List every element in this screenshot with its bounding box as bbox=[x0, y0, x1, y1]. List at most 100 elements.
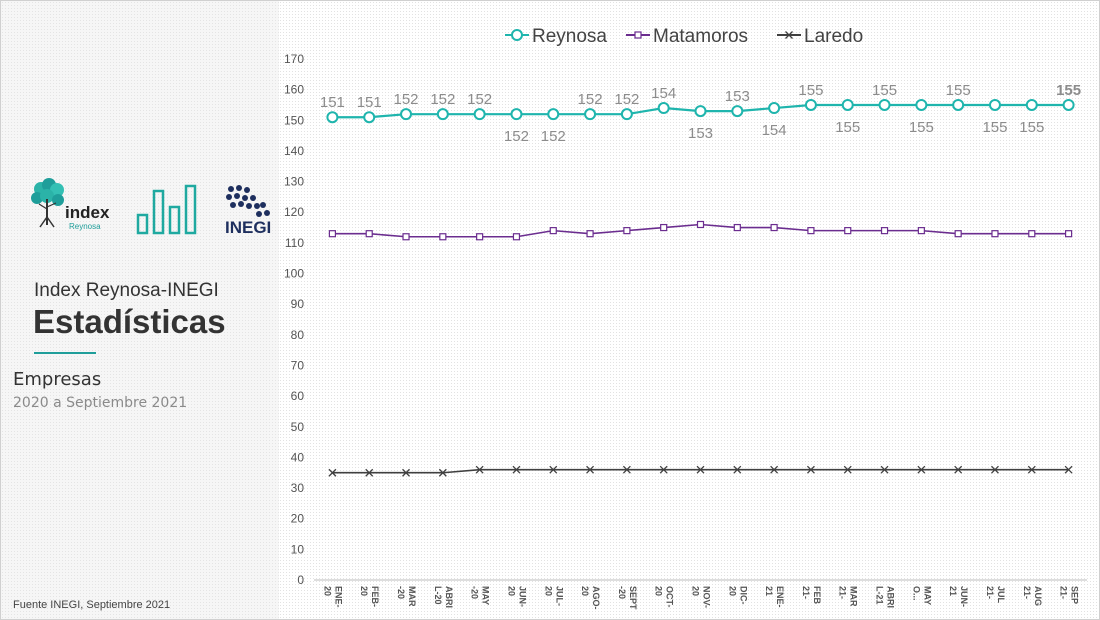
bar-chart-icon bbox=[136, 184, 197, 235]
data-point bbox=[917, 465, 926, 474]
y-tick-label: 50 bbox=[291, 420, 305, 434]
inegi-logo: INEGI bbox=[225, 185, 271, 237]
data-point bbox=[473, 108, 486, 121]
x-tick-label-line1: DIC- bbox=[738, 586, 748, 605]
y-tick-label: 100 bbox=[284, 267, 304, 281]
data-label: 152 bbox=[578, 91, 603, 108]
x-tick-label-line2: -20 bbox=[396, 586, 406, 599]
data-point bbox=[768, 102, 781, 115]
data-point bbox=[843, 465, 852, 474]
data-point bbox=[512, 233, 521, 241]
data-point bbox=[326, 111, 339, 124]
data-point bbox=[988, 98, 1001, 111]
x-tick-label: MAY-20 bbox=[470, 586, 491, 605]
data-label: 155 bbox=[982, 119, 1007, 136]
x-tick-label: JUN-21 bbox=[948, 586, 969, 607]
data-point bbox=[476, 233, 484, 241]
data-point bbox=[400, 108, 413, 121]
tree-icon bbox=[31, 178, 64, 228]
y-tick-label: 160 bbox=[284, 83, 304, 97]
x-tick-label-line2: 20 bbox=[654, 586, 664, 596]
data-point bbox=[512, 465, 521, 474]
y-tick-label: 20 bbox=[291, 512, 305, 526]
title-underline bbox=[34, 352, 96, 354]
data-point bbox=[438, 468, 447, 477]
y-tick-label: 60 bbox=[291, 389, 305, 403]
data-point bbox=[844, 227, 852, 235]
data-point bbox=[547, 108, 560, 121]
x-tick-label: SEPT-20 bbox=[617, 586, 638, 610]
y-tick-label: 80 bbox=[291, 328, 305, 342]
x-tick-label-line1: SEPT bbox=[628, 586, 638, 610]
x-tick-label-line2: O... bbox=[911, 586, 921, 601]
data-point bbox=[549, 227, 557, 235]
data-point bbox=[436, 108, 449, 121]
data-point bbox=[804, 98, 817, 111]
data-point bbox=[549, 465, 558, 474]
data-point bbox=[770, 465, 779, 474]
x-tick-label-line1: JUN- bbox=[959, 586, 969, 607]
legend-label-reynosa: Reynosa bbox=[532, 26, 607, 47]
x-tick-label-line1: ABRI bbox=[886, 586, 896, 608]
data-point bbox=[1064, 465, 1073, 474]
x-tick-label-line1: FEB bbox=[812, 586, 822, 605]
x-tick-label-line2: 21- bbox=[801, 586, 811, 599]
y-tick-label: 70 bbox=[291, 358, 305, 372]
x-tick-label-line1: OCT- bbox=[665, 586, 675, 608]
x-tick-label-line2: 20 bbox=[322, 586, 332, 596]
x-tick-label-line1: NOV- bbox=[702, 586, 712, 608]
x-tick-label-line2: L-20 bbox=[433, 586, 443, 605]
x-tick-label-line1: ENE- bbox=[775, 586, 785, 608]
data-label: 152 bbox=[394, 91, 419, 108]
data-label: 152 bbox=[541, 128, 566, 145]
data-point bbox=[586, 230, 594, 238]
x-tick-label: AGO-20 bbox=[580, 586, 601, 610]
data-point bbox=[623, 227, 631, 235]
y-tick-label: 10 bbox=[291, 542, 305, 556]
x-tick-label-line2: 21- bbox=[838, 586, 848, 599]
line-chart: 0 10 20 30 40 50 60 70 80 90 100 110 120 130 140 150 160… bbox=[284, 26, 1087, 610]
data-label: 155 bbox=[1019, 119, 1044, 136]
data-point bbox=[328, 468, 337, 477]
data-point bbox=[660, 223, 668, 232]
x-tick-label-line1: ABRI bbox=[444, 586, 454, 608]
x-tick-label-line1: AUG bbox=[1033, 586, 1043, 606]
x-tick-label: MAR-20 bbox=[396, 586, 417, 607]
x-tick-label: ENE-21 bbox=[764, 586, 785, 608]
data-point bbox=[1062, 98, 1075, 111]
data-point bbox=[694, 105, 707, 118]
data-label: 155 bbox=[909, 119, 934, 136]
y-tick-label: 0 bbox=[297, 573, 304, 587]
data-point bbox=[696, 220, 705, 229]
x-tick-label-line1: MAR bbox=[849, 586, 859, 607]
svg-text:Reynosa: Reynosa bbox=[69, 222, 101, 231]
data-label: 155 bbox=[798, 82, 823, 99]
data-point bbox=[917, 227, 925, 235]
legend-marker bbox=[511, 29, 523, 41]
data-point bbox=[770, 223, 778, 232]
data-point bbox=[991, 230, 999, 238]
data-point bbox=[1027, 465, 1036, 474]
section-name: Empresas bbox=[13, 369, 102, 390]
x-tick-label-line1: JUN- bbox=[517, 586, 527, 607]
data-point bbox=[586, 465, 595, 474]
x-tick-label-line1: JUL- bbox=[554, 586, 564, 606]
data-point bbox=[439, 233, 447, 241]
data-point bbox=[365, 468, 374, 477]
data-point bbox=[620, 108, 633, 121]
x-tick-label: OCT-20 bbox=[654, 586, 675, 608]
data-point bbox=[1025, 98, 1038, 111]
x-tick-label-line1: MAY bbox=[481, 586, 491, 605]
data-point bbox=[659, 465, 668, 474]
data-label: 155 bbox=[835, 119, 860, 136]
data-point bbox=[880, 465, 889, 474]
data-point bbox=[878, 98, 891, 111]
data-label: 151 bbox=[320, 94, 345, 111]
y-tick-label: 150 bbox=[284, 113, 304, 127]
x-tick-label-line1: SEP bbox=[1070, 586, 1080, 604]
x-tick-label-line2: 20 bbox=[727, 586, 737, 596]
data-point bbox=[807, 227, 815, 235]
